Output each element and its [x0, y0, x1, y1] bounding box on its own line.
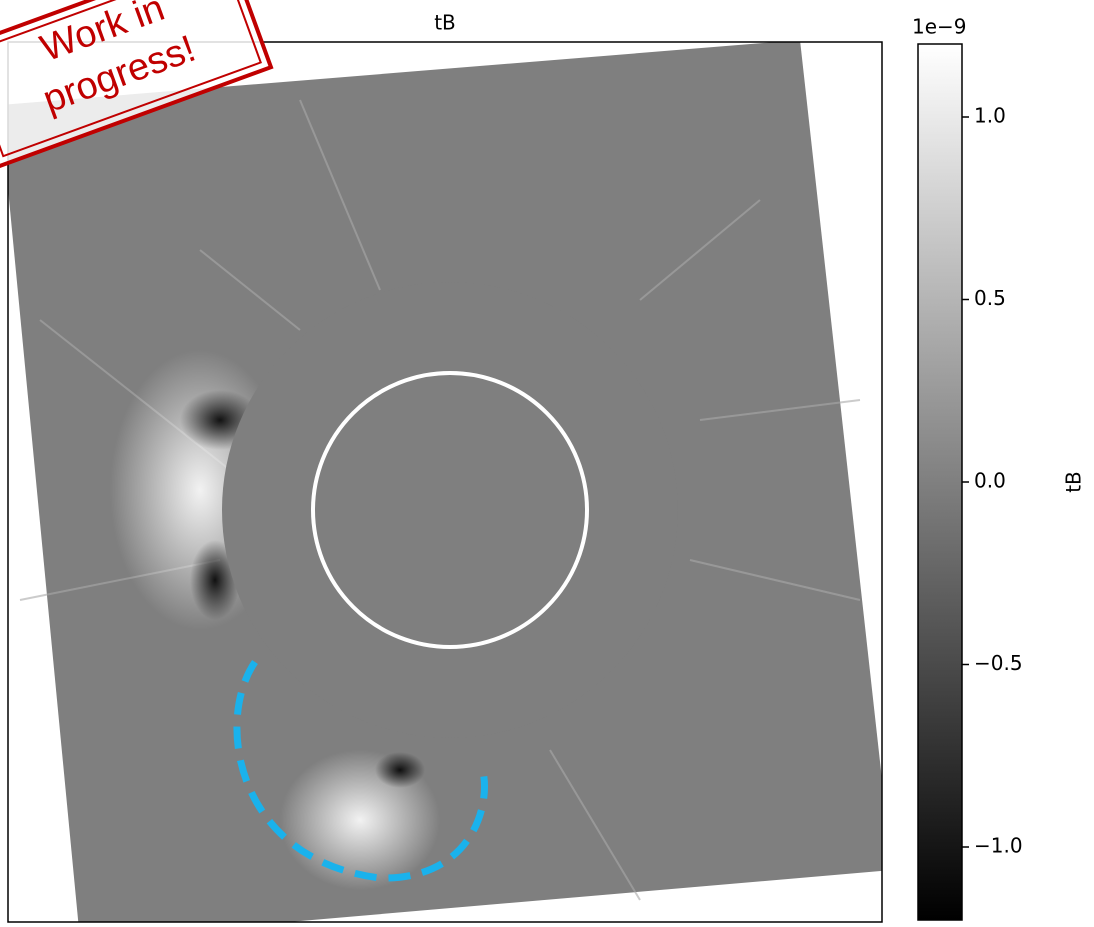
axes-frame: [7, 41, 883, 923]
image: [8, 42, 882, 922]
colorbar-tick-label: −0.5: [974, 651, 1023, 675]
colorbar-tick-label: 0.0: [974, 469, 1006, 493]
stamp: Work in progress!: [0, 0, 274, 169]
colorbar-tick-label: −1.0: [974, 834, 1023, 858]
colorbar: [917, 43, 963, 921]
colorbar-label: tB: [1062, 471, 1086, 493]
colorbar-offset: 1e−9: [912, 15, 967, 39]
chart-title: tB: [434, 11, 456, 35]
colorbar-tick-label: 0.5: [974, 286, 1006, 310]
colorbar-tick-label: 1.0: [974, 104, 1006, 128]
